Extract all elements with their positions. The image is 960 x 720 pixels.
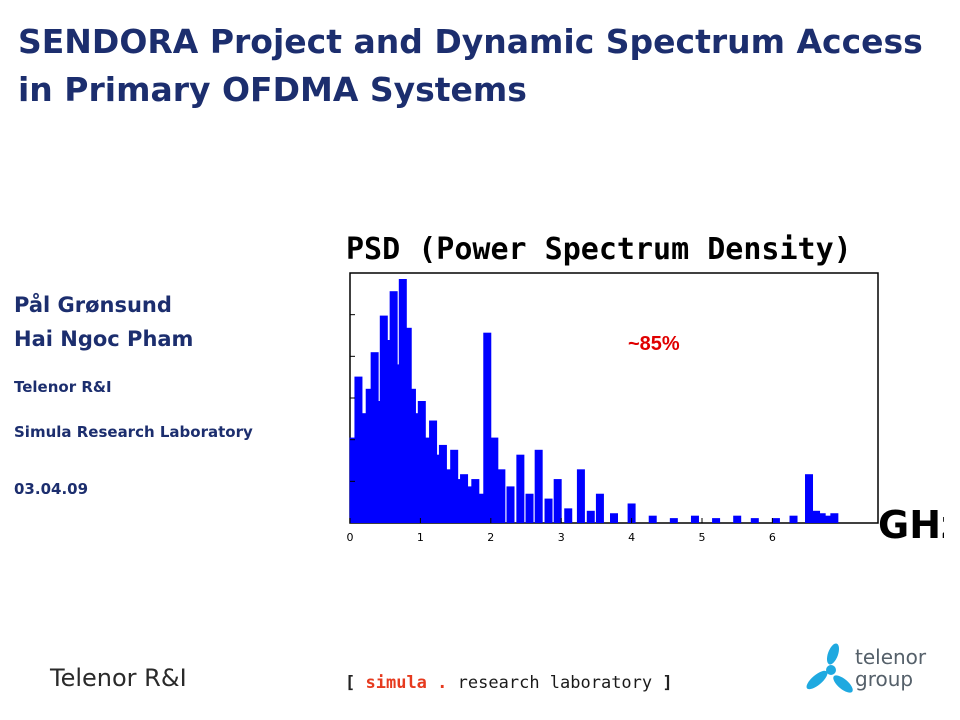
simula-close-bracket: ] <box>662 673 673 693</box>
psd-bar <box>450 449 459 523</box>
psd-bar <box>403 327 412 523</box>
psd-bar <box>365 388 374 523</box>
psd-bar <box>516 454 525 523</box>
psd-bar <box>627 503 636 523</box>
slide-title: SENDORA Project and Dynamic Spectrum Acc… <box>18 22 923 109</box>
psd-bar <box>429 420 438 523</box>
psd-bar <box>354 376 363 523</box>
telenor-logo-line2: group <box>855 667 914 691</box>
psd-chart-svg: PSD (Power Spectrum Density) 0 1 2 3 4 5 6 ~85… <box>336 215 944 545</box>
psd-bar <box>817 513 826 523</box>
psd-bar <box>476 493 485 523</box>
x-tick-label: 0 <box>347 531 354 544</box>
psd-bar <box>471 479 480 523</box>
affiliation-simula: Simula Research Laboratory <box>14 423 253 441</box>
psd-bar <box>576 469 585 523</box>
telenor-group-logo: telenor group <box>803 640 953 710</box>
x-tick-label: 3 <box>558 531 565 544</box>
psd-bar <box>750 518 759 523</box>
psd-bar <box>349 437 358 523</box>
psd-bar <box>407 388 416 523</box>
presentation-date: 03.04.09 <box>14 480 89 498</box>
psd-bar <box>389 291 398 523</box>
psd-bar <box>805 474 814 523</box>
x-axis-label: GHz <box>878 503 944 545</box>
psd-bar <box>483 332 492 523</box>
psd-bar <box>733 515 742 523</box>
psd-bar <box>375 401 384 523</box>
bars-layer <box>349 279 839 523</box>
simula-dot: . <box>437 673 448 693</box>
telenor-propeller-icon <box>806 643 853 693</box>
author-2: Hai Ngoc Pham <box>14 327 194 351</box>
psd-bar <box>393 364 402 523</box>
psd-bar <box>595 493 604 523</box>
psd-bar <box>544 498 553 523</box>
psd-bar <box>690 515 699 523</box>
psd-bar <box>648 515 657 523</box>
authors-block: Pål Grønsund Hai Ngoc Pham <box>14 288 314 356</box>
psd-bar <box>360 413 369 523</box>
psd-bar <box>812 510 821 523</box>
chart-title: PSD (Power Spectrum Density) <box>346 232 852 267</box>
psd-bar <box>712 518 721 523</box>
psd-bar <box>534 449 543 523</box>
psd-bar <box>553 479 562 523</box>
x-tick-label: 1 <box>417 531 424 544</box>
author-1: Pål Grønsund <box>14 293 172 317</box>
psd-bar <box>490 437 499 523</box>
affiliation-telenor: Telenor R&I <box>14 378 112 396</box>
occupancy-annotation: ~85% <box>628 333 680 355</box>
psd-bar <box>460 474 469 523</box>
psd-bar <box>465 486 474 523</box>
telenor-logo-line1: telenor <box>855 645 927 669</box>
simula-brand: simula <box>365 673 427 693</box>
simula-open-bracket: [ <box>345 673 356 693</box>
y-ticks-layer <box>350 314 355 482</box>
psd-bar <box>434 454 442 523</box>
psd-bar <box>525 493 534 523</box>
psd-bar <box>438 444 447 523</box>
psd-chart: PSD (Power Spectrum Density) 0 1 2 3 4 5 6 ~85… <box>336 215 944 545</box>
psd-bar <box>506 486 515 523</box>
psd-bar <box>771 518 780 523</box>
psd-bar <box>586 510 595 523</box>
psd-bar <box>610 513 618 523</box>
psd-bar <box>830 513 839 523</box>
psd-bar <box>455 479 464 523</box>
psd-bar <box>444 469 453 523</box>
psd-bar <box>370 352 379 523</box>
psd-bar <box>497 469 506 523</box>
x-tick-label: 2 <box>487 531 494 544</box>
simula-rest: research laboratory <box>457 673 653 693</box>
psd-bar <box>423 437 432 523</box>
psd-bar <box>824 515 833 523</box>
psd-bar <box>669 518 678 523</box>
x-tick-label: 6 <box>769 531 776 544</box>
psd-bar <box>789 515 798 523</box>
psd-bar <box>384 340 393 523</box>
telenor-ri-footer: Telenor R&I <box>50 664 187 692</box>
psd-bar <box>398 279 407 523</box>
x-tick-label: 4 <box>628 531 635 544</box>
x-tick-label: 5 <box>699 531 706 544</box>
simula-logo: [ simula . research laboratory ] <box>345 673 673 693</box>
x-ticks-layer: 0 1 2 3 4 5 6 <box>347 518 776 544</box>
psd-bar <box>417 401 426 523</box>
psd-bar <box>564 508 573 523</box>
psd-bar <box>379 315 388 523</box>
psd-bar <box>412 413 421 523</box>
